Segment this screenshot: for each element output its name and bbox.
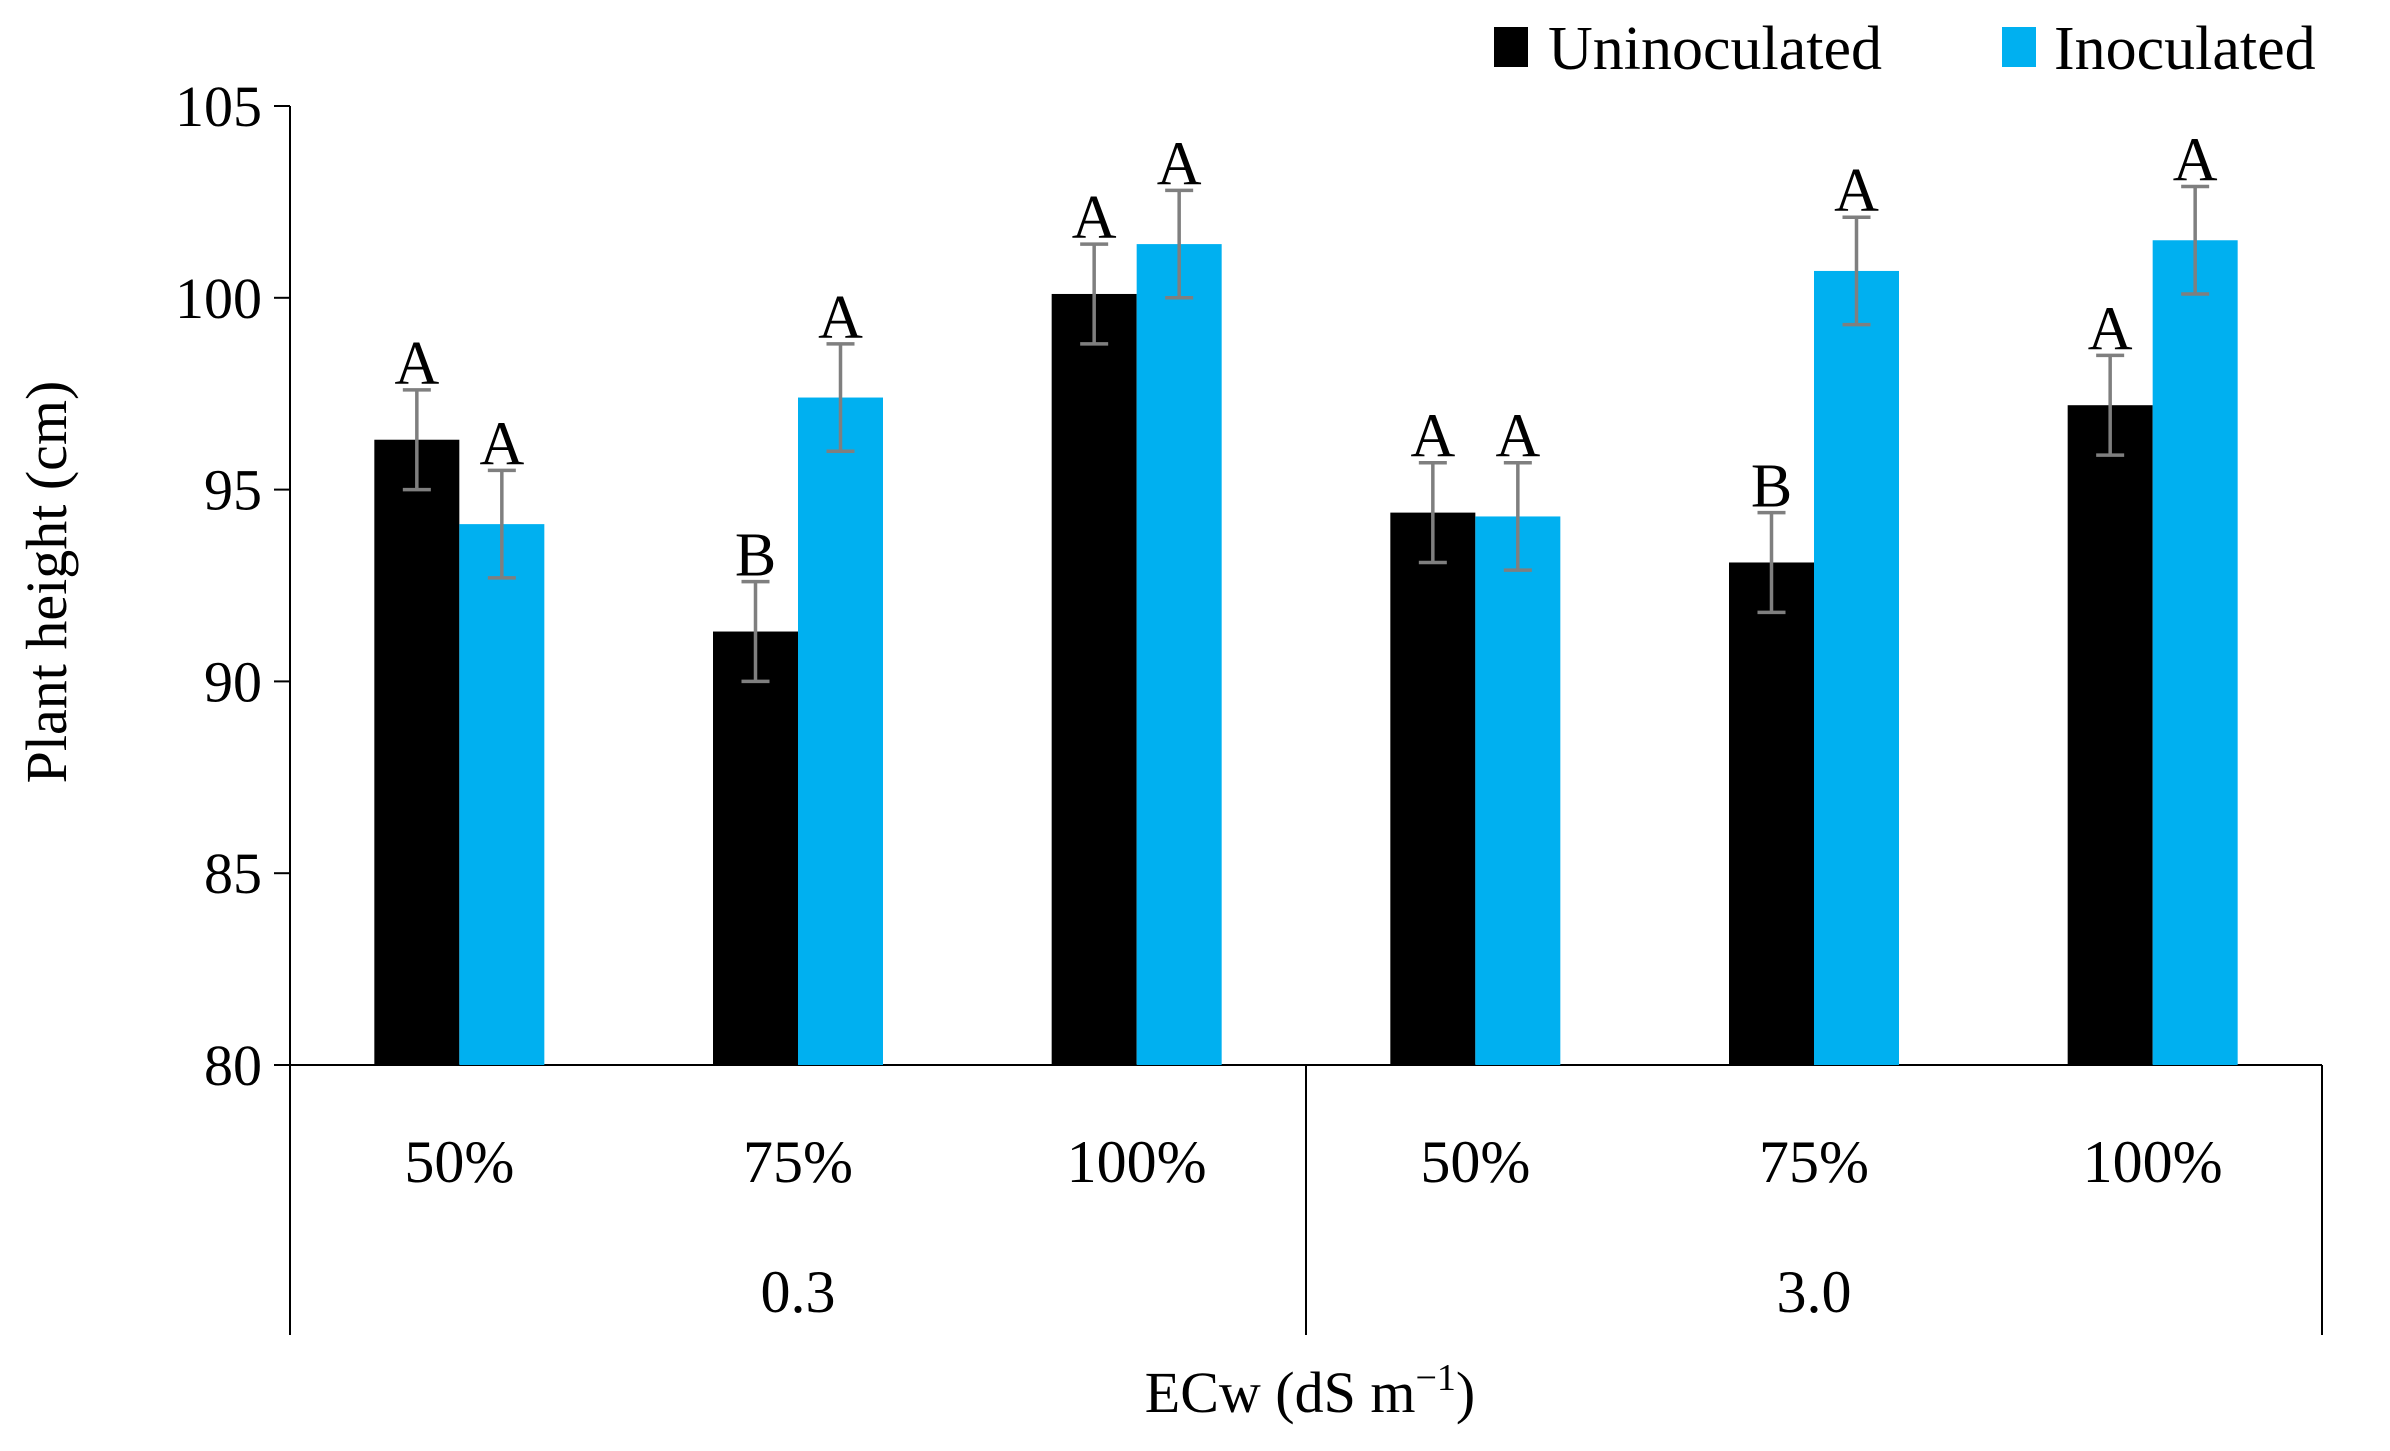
significance-letter: B <box>735 522 776 590</box>
significance-letter: A <box>1834 157 1879 225</box>
significance-letter: B <box>1751 453 1792 521</box>
bar-inoculated <box>1475 516 1561 1065</box>
category-label: 50% <box>404 1129 514 1195</box>
category-label: 75% <box>743 1129 853 1195</box>
significance-letter: A <box>1157 130 1202 198</box>
bars <box>374 184 2238 1065</box>
category-label: 50% <box>1420 1129 1530 1195</box>
bar-uninoculated <box>1729 562 1814 1065</box>
y-tick-label: 95 <box>204 458 262 523</box>
significance-letter: A <box>1072 184 1117 252</box>
significance-letter: A <box>818 284 863 352</box>
bar-inoculated <box>459 524 545 1065</box>
bar-uninoculated <box>713 631 798 1065</box>
bar-inoculated <box>798 397 883 1065</box>
y-tick-label: 100 <box>175 266 262 331</box>
bar-inoculated <box>1136 244 1222 1065</box>
group-label: 3.0 <box>1777 1259 1852 1325</box>
y-tick-label: 90 <box>204 649 262 714</box>
y-tick-label: 105 <box>175 74 262 139</box>
legend-label-inoculated: Inoculated <box>2054 15 2316 83</box>
bar-uninoculated <box>1051 293 1137 1065</box>
x-axis-title-main: ECw (dS m <box>1145 1360 1416 1425</box>
legend: Uninoculated Inoculated <box>1494 15 2316 83</box>
category-label: 75% <box>1759 1129 1869 1195</box>
bar-inoculated <box>1814 270 1899 1065</box>
significance-letter: A <box>2088 295 2133 363</box>
significance-letter: A <box>2173 127 2218 195</box>
bar-uninoculated <box>1390 512 1476 1065</box>
category-label: 100% <box>1067 1129 1207 1195</box>
category-label: 100% <box>2083 1129 2223 1195</box>
axes: 80 85 90 95 100 105 <box>175 74 2323 1335</box>
significance-letter: A <box>394 330 439 398</box>
legend-label-uninoculated: Uninoculated <box>1548 15 1882 83</box>
significance-letter: A <box>1410 403 1455 471</box>
bar-uninoculated <box>2067 405 2153 1065</box>
x-axis-title-superscript: −1 <box>1415 1357 1455 1399</box>
bar-uninoculated <box>374 439 460 1065</box>
significance-letter: A <box>479 410 524 478</box>
y-tick-label: 85 <box>204 841 262 906</box>
bar-inoculated <box>2152 240 2238 1065</box>
legend-swatch-uninoculated <box>1494 27 1528 67</box>
y-tick-label: 80 <box>204 1033 262 1098</box>
group-label: 0.3 <box>761 1259 836 1325</box>
significance-letter: A <box>1495 403 1540 471</box>
x-axis-title: ECw (dS m−1) <box>1145 1357 1475 1425</box>
legend-swatch-inoculated <box>2002 27 2036 67</box>
y-axis-title: Plant height (cm) <box>14 381 79 784</box>
x-axis-title-close: ) <box>1456 1360 1475 1425</box>
